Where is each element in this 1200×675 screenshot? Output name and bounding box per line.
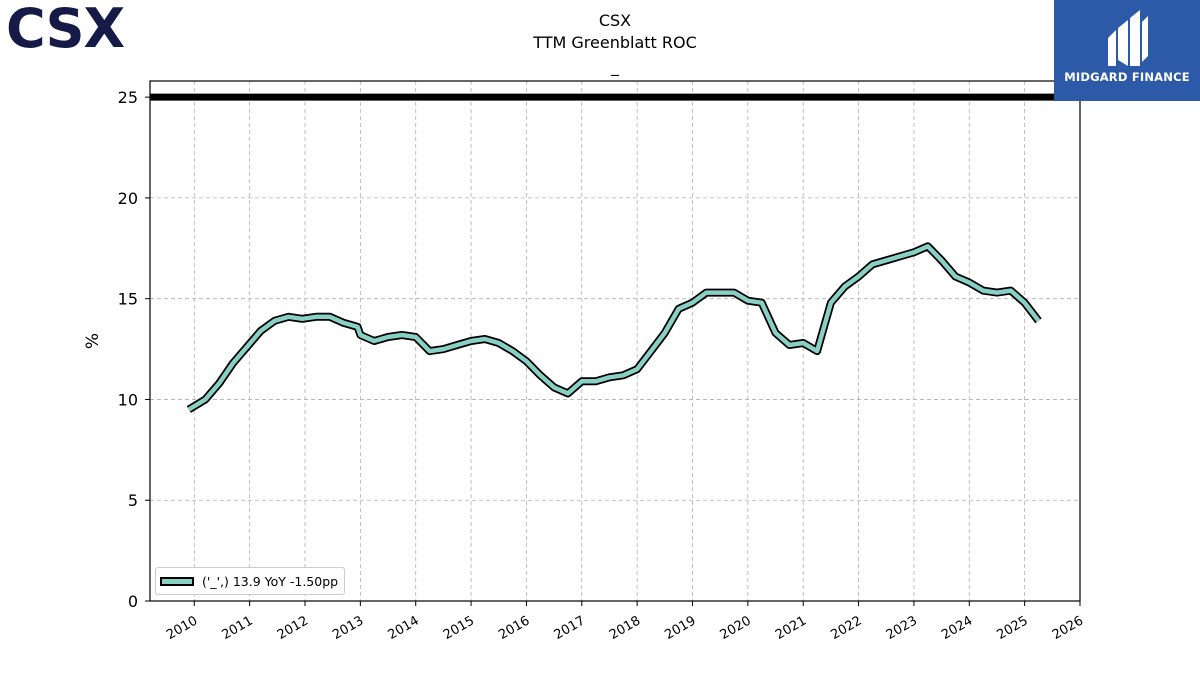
chart-title-line2: TTM Greenblatt ROC [533, 33, 697, 52]
x-tick-label: 2016 [496, 613, 532, 643]
y-tick-label: 25 [118, 88, 138, 107]
midgard-finance-logo: MIDGARD FINANCE [1054, 0, 1200, 101]
x-tick-label: 2020 [718, 613, 754, 643]
x-tick-label: 2010 [164, 613, 200, 643]
midgard-logo-text: MIDGARD FINANCE [1064, 70, 1190, 84]
x-tick-label: 2018 [607, 613, 643, 643]
plot-frame [149, 80, 1081, 602]
y-axis-label: % [83, 333, 103, 349]
chart-title-line1: CSX [598, 11, 632, 30]
x-tick-label: 2024 [939, 613, 975, 643]
x-tick-label: 2023 [884, 613, 920, 643]
series-line-outline [186, 242, 1042, 413]
series-layer [186, 242, 1042, 413]
x-tick-label: 2019 [662, 613, 698, 643]
csx-logo-text: CSX [6, 0, 125, 60]
x-tick-label: 2012 [275, 613, 311, 643]
y-tick-label: 20 [118, 189, 138, 208]
csx-logo: CSX [4, 0, 134, 60]
x-tick-label: 2015 [441, 613, 477, 643]
x-tick-label: 2013 [330, 613, 366, 643]
x-tick-label: 2026 [1050, 613, 1086, 643]
x-tick-label: 2014 [386, 613, 422, 643]
x-tick-label: 2017 [552, 613, 588, 643]
midgard-mark-icon [1108, 10, 1148, 66]
y-tick-label: 10 [118, 390, 138, 409]
legend-swatch [160, 576, 194, 586]
legend-label: ('_',) 13.9 YoY -1.50pp [202, 573, 339, 589]
x-tick-label: 2011 [219, 613, 255, 643]
y-tick-label: 15 [118, 290, 138, 309]
x-tick-label: 2022 [828, 613, 864, 643]
y-tick-label: 0 [128, 592, 138, 611]
grid-lines [150, 81, 1081, 602]
x-tick-label: 2021 [773, 613, 809, 643]
series-line [187, 244, 1041, 412]
chart-title-line3: _ [611, 57, 619, 76]
legend: ('_',) 13.9 YoY -1.50pp [155, 567, 346, 595]
y-tick-label: 5 [128, 491, 138, 510]
x-tick-label: 2025 [994, 613, 1030, 643]
